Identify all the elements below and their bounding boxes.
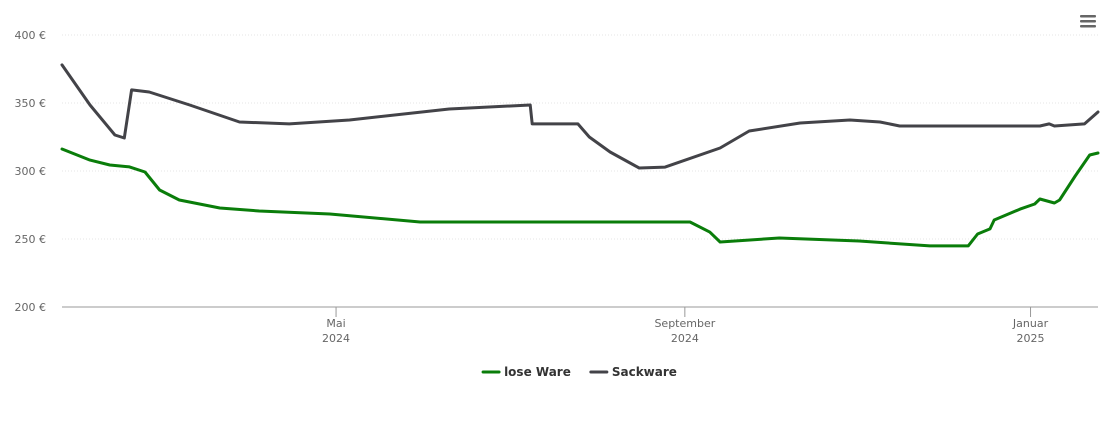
x-tick-label: 2025 (1017, 332, 1045, 345)
legend-item[interactable]: Sackware (589, 365, 677, 379)
y-tick-label: 400 € (15, 29, 47, 42)
x-tick-label: Mai (326, 317, 345, 330)
legend-label: lose Ware (504, 365, 571, 379)
menu-icon[interactable] (1080, 15, 1096, 28)
legend-item[interactable]: lose Ware (481, 365, 571, 379)
x-tick-label: 2024 (322, 332, 350, 345)
x-tick-label: Januar (1012, 317, 1049, 330)
legend-label: Sackware (612, 365, 677, 379)
legend: lose Ware Sackware (481, 365, 677, 379)
y-tick-label: 350 € (15, 97, 47, 110)
x-tick-label: 2024 (671, 332, 699, 345)
series-line (60, 63, 1100, 170)
series-line (60, 147, 1100, 248)
y-tick-label: 200 € (15, 301, 47, 314)
y-tick-label: 300 € (15, 165, 47, 178)
x-tick-label: September (654, 317, 715, 330)
y-tick-label: 250 € (15, 233, 47, 246)
